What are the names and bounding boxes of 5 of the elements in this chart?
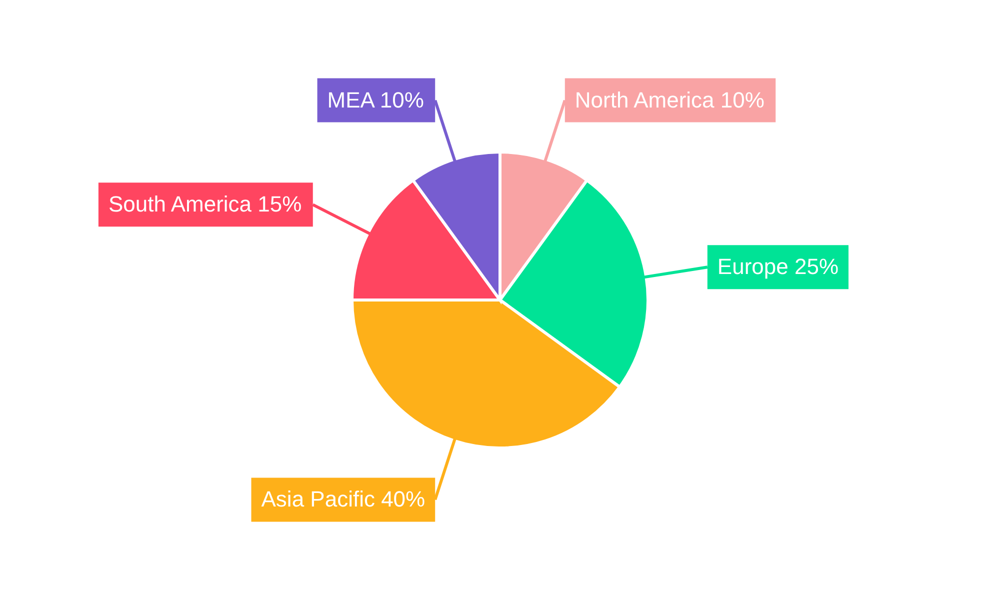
slice-label: North America 10% <box>574 87 764 112</box>
slice-label: Asia Pacific 40% <box>261 486 426 512</box>
slice-label: MEA 10% <box>327 87 424 112</box>
slice-label: Europe 25% <box>717 254 839 280</box>
slice-label: South America 15% <box>108 192 302 217</box>
